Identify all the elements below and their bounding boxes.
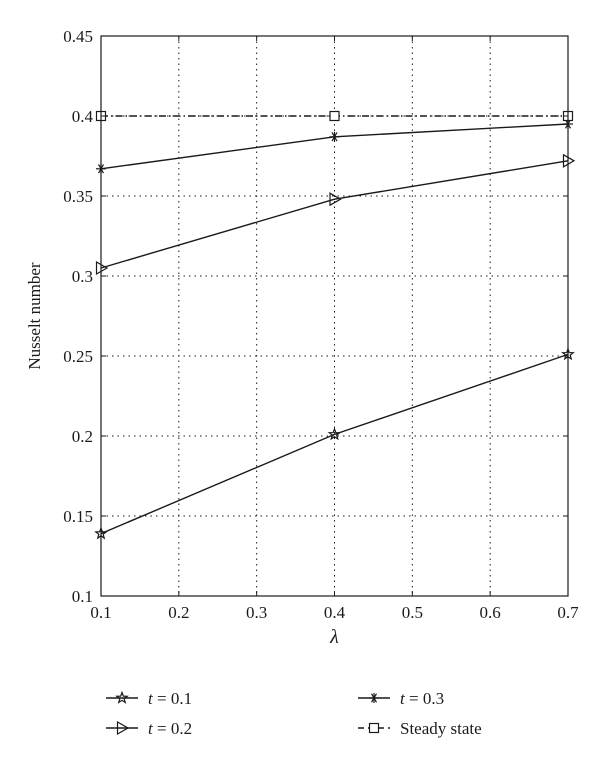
y-tick-label: 0.35: [63, 187, 93, 206]
data-point: [329, 110, 340, 122]
legend-swatch-marker: [115, 690, 129, 704]
y-tick-label: 0.4: [72, 107, 94, 126]
legend-label: t = 0.2: [148, 719, 192, 738]
x-tick-label: 0.5: [402, 603, 423, 622]
series-2: [95, 153, 576, 276]
y-tick-label: 0.25: [63, 347, 93, 366]
x-tick-label: 0.4: [324, 603, 346, 622]
x-tick-labels: 0.1 0.2 0.3 0.4 0.5 0.6 0.7: [90, 603, 579, 622]
y-tick-label: 0.2: [72, 427, 93, 446]
series-line: [100, 160, 569, 269]
y-tick-label: 0.3: [72, 267, 93, 286]
data-point: [327, 427, 342, 441]
legend: t = 0.1 t = 0.2 t = 0.3 Steady state: [106, 689, 482, 738]
legend-label: Steady state: [400, 719, 482, 738]
series-line: [100, 353, 569, 535]
legend-swatch-marker: [369, 693, 379, 703]
legend-label: t = 0.3: [400, 689, 444, 708]
x-tick-label: 0.7: [557, 603, 579, 622]
x-axis-label: λ: [329, 626, 339, 648]
axis-ticks: [100, 35, 569, 597]
x-tick-label: 0.6: [480, 603, 501, 622]
data-point: [562, 153, 576, 168]
series-layer: [94, 110, 576, 540]
x-tick-label: 0.1: [90, 603, 111, 622]
y-tick-label: 0.45: [63, 27, 93, 46]
y-tick-labels: 0.1 0.15 0.2 0.25 0.3 0.35 0.4 0.45: [63, 27, 93, 606]
data-point: [95, 260, 109, 276]
y-axis-label: Nusselt number: [25, 262, 44, 370]
legend-swatch-marker: [116, 720, 130, 736]
y-tick-label: 0.15: [63, 507, 93, 526]
legend-item: t = 0.3: [358, 689, 444, 708]
legend-label: t = 0.1: [148, 689, 192, 708]
data-point: [329, 131, 340, 142]
legend-item: t = 0.1: [106, 689, 192, 708]
data-point: [329, 192, 342, 207]
legend-item: Steady state: [358, 719, 482, 738]
y-tick-label: 0.1: [72, 587, 93, 606]
x-tick-label: 0.2: [168, 603, 189, 622]
legend-item: t = 0.2: [106, 719, 192, 738]
x-tick-label: 0.3: [246, 603, 267, 622]
legend-swatch-marker: [368, 722, 380, 734]
